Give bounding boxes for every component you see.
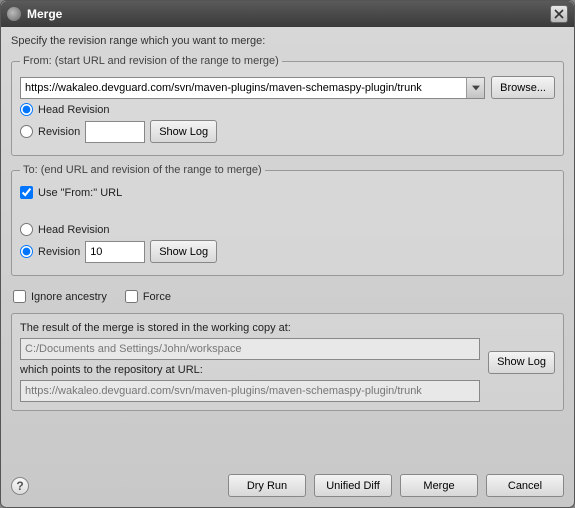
force-label[interactable]: Force bbox=[143, 291, 171, 303]
from-url-dropdown[interactable] bbox=[466, 78, 484, 98]
repo-url-input bbox=[20, 380, 480, 402]
dry-run-button[interactable]: Dry Run bbox=[228, 474, 306, 497]
dialog-footer: ? Dry Run Unified Diff Merge Cancel bbox=[1, 468, 574, 507]
cancel-button[interactable]: Cancel bbox=[486, 474, 564, 497]
working-copy-input bbox=[20, 338, 480, 360]
dialog-title: Merge bbox=[27, 7, 62, 21]
result-line1: The result of the merge is stored in the… bbox=[20, 322, 480, 334]
app-icon bbox=[7, 7, 21, 21]
help-button[interactable]: ? bbox=[11, 477, 29, 495]
to-revision-input[interactable] bbox=[85, 241, 145, 263]
from-url-combo[interactable] bbox=[20, 77, 485, 99]
chevron-down-icon bbox=[472, 85, 480, 91]
from-show-log-button[interactable]: Show Log bbox=[150, 120, 217, 143]
force-checkbox[interactable] bbox=[125, 290, 138, 303]
browse-button[interactable]: Browse... bbox=[491, 76, 555, 99]
result-show-log-button[interactable]: Show Log bbox=[488, 351, 555, 374]
from-head-label[interactable]: Head Revision bbox=[38, 104, 110, 116]
from-group: From: (start URL and revision of the ran… bbox=[11, 55, 564, 156]
result-group: The result of the merge is stored in the… bbox=[11, 313, 564, 411]
to-legend: To: (end URL and revision of the range t… bbox=[20, 164, 265, 176]
merge-dialog: Merge Specify the revision range which y… bbox=[0, 0, 575, 508]
close-button[interactable] bbox=[550, 5, 568, 23]
options-row: Ignore ancestry Force bbox=[13, 286, 562, 307]
from-revision-radio[interactable] bbox=[20, 125, 33, 138]
merge-button[interactable]: Merge bbox=[400, 474, 478, 497]
result-line2: which points to the repository at URL: bbox=[20, 364, 480, 376]
from-url-input[interactable] bbox=[20, 77, 485, 99]
to-revision-label[interactable]: Revision bbox=[38, 246, 80, 258]
from-head-radio[interactable] bbox=[20, 103, 33, 116]
instruction-text: Specify the revision range which you wan… bbox=[11, 35, 564, 47]
help-icon: ? bbox=[16, 479, 23, 493]
from-revision-label[interactable]: Revision bbox=[38, 126, 80, 138]
ignore-ancestry-label[interactable]: Ignore ancestry bbox=[31, 291, 107, 303]
to-revision-radio[interactable] bbox=[20, 245, 33, 258]
unified-diff-button[interactable]: Unified Diff bbox=[314, 474, 392, 497]
use-from-checkbox[interactable] bbox=[20, 186, 33, 199]
to-group: To: (end URL and revision of the range t… bbox=[11, 164, 564, 276]
to-head-radio[interactable] bbox=[20, 223, 33, 236]
from-revision-input[interactable] bbox=[85, 121, 145, 143]
to-head-label[interactable]: Head Revision bbox=[38, 224, 110, 236]
dialog-content: Specify the revision range which you wan… bbox=[1, 27, 574, 468]
ignore-ancestry-checkbox[interactable] bbox=[13, 290, 26, 303]
to-show-log-button[interactable]: Show Log bbox=[150, 240, 217, 263]
use-from-label[interactable]: Use "From:" URL bbox=[38, 187, 122, 199]
titlebar: Merge bbox=[1, 1, 574, 27]
close-icon bbox=[554, 9, 564, 19]
from-legend: From: (start URL and revision of the ran… bbox=[20, 55, 282, 67]
